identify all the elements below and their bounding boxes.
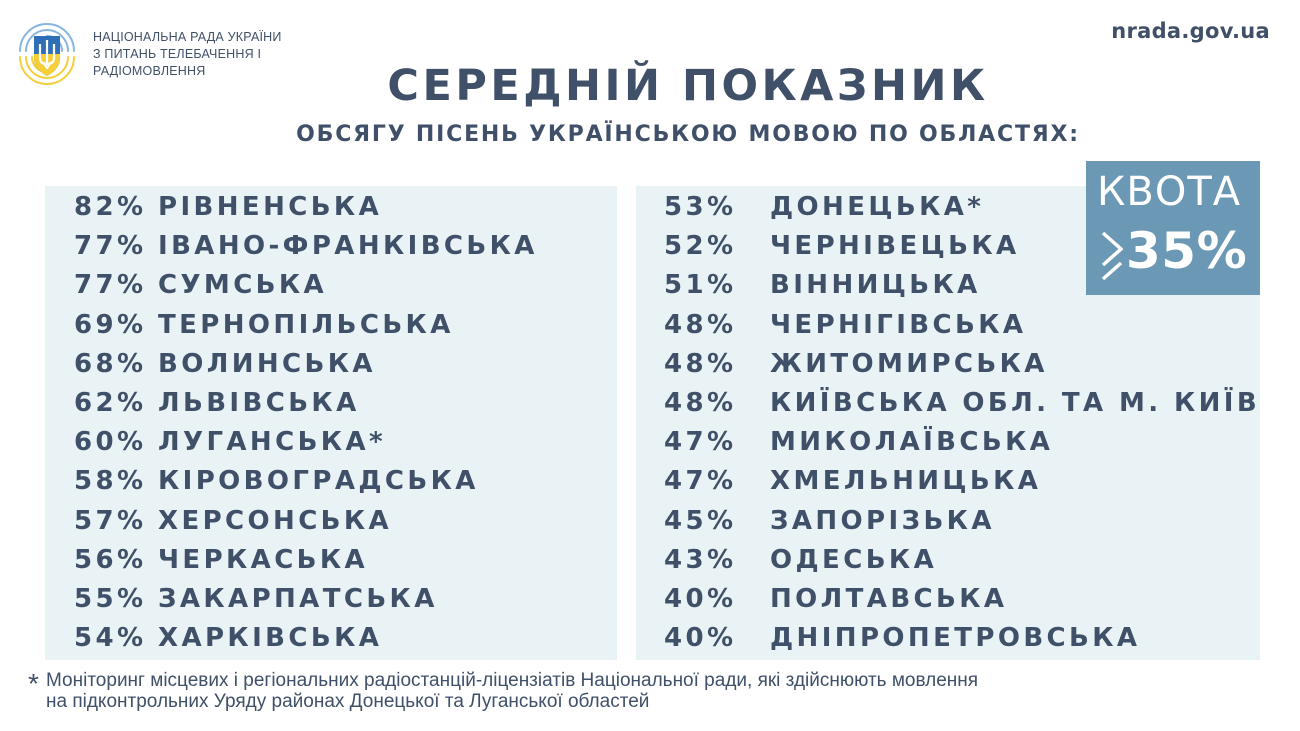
region-percent: 48% — [664, 309, 737, 340]
region-row: 57% ХЕРСОНСЬКА — [74, 502, 538, 541]
region-row: 47% МИКОЛАЇВСЬКА — [664, 423, 1260, 462]
footnote: * Моніторинг місцевих і регіональних рад… — [28, 668, 979, 713]
region-percent: 47% — [664, 427, 737, 458]
region-percent: 68% — [74, 348, 147, 379]
region-row: 52% ЧЕРНІВЕЦЬКА — [664, 227, 1260, 266]
region-name: ЧЕРНІГІВСЬКА — [770, 309, 1027, 340]
region-name: ДОНЕЦЬКА* — [770, 192, 985, 222]
region-row: 51% ВІННИЦЬКА — [664, 266, 1260, 305]
region-percent: 48% — [664, 387, 737, 418]
region-name: КІРОВОГРАДСЬКА — [158, 466, 479, 497]
region-percent: 51% — [664, 270, 737, 301]
region-name: ЗАКАРПАТСЬКА — [158, 583, 438, 614]
region-name: ЗАПОРІЗЬКА — [770, 505, 995, 536]
region-name: РІВНЕНСЬКА — [158, 192, 383, 222]
organization-name-line-3: РАДІОМОВЛЕННЯ — [93, 64, 206, 78]
region-row: 45% ЗАПОРІЗЬКА — [664, 502, 1260, 541]
region-row: 48% ЧЕРНІГІВСЬКА — [664, 306, 1260, 345]
footnote-line-1: Моніторинг місцевих і регіональних радіо… — [46, 670, 979, 691]
region-percent: 53% — [664, 192, 737, 222]
region-percent: 77% — [74, 270, 147, 301]
page-title: СЕРЕДНІЙ ПОКАЗНИК — [387, 61, 989, 111]
region-name: ДНІПРОПЕТРОВСЬКА — [770, 623, 1141, 654]
region-row: 40% ДНІПРОПЕТРОВСЬКА — [664, 619, 1260, 658]
region-percent: 69% — [74, 309, 147, 340]
left-region-list: 82% РІВНЕНСЬКА 77% ІВАНО-ФРАНКІВСЬКА 77% СУ… — [74, 188, 538, 658]
region-row: 77% ІВАНО-ФРАНКІВСЬКА — [74, 227, 538, 266]
region-row: 68% ВОЛИНСЬКА — [74, 345, 538, 384]
region-row: 58% КІРОВОГРАДСЬКА — [74, 462, 538, 501]
region-name: СУМСЬКА — [158, 270, 328, 301]
region-row: 43% ОДЕСЬКА — [664, 541, 1260, 580]
region-name: ЧЕРНІВЕЦЬКА — [770, 231, 1020, 262]
organization-name-line-1: НАЦІОНАЛЬНА РАДА УКРАЇНИ — [93, 30, 282, 44]
region-percent: 56% — [74, 544, 147, 575]
region-row: 40% ПОЛТАВСЬКА — [664, 580, 1260, 619]
quota-badge: КВОТА 35% — [1086, 161, 1260, 295]
region-row: 54% ХАРКІВСЬКА — [74, 619, 538, 658]
region-row: 53% ДОНЕЦЬКА* — [664, 188, 1260, 227]
region-percent: 40% — [664, 623, 737, 654]
region-name: ХАРКІВСЬКА — [158, 623, 383, 654]
right-region-list: 53% ДОНЕЦЬКА* 52% ЧЕРНІВЕЦЬКА 51% ВІННИЦЬКА… — [664, 188, 1260, 658]
region-name: ПОЛТАВСЬКА — [770, 583, 1008, 614]
region-percent: 54% — [74, 623, 147, 654]
region-percent: 47% — [664, 466, 737, 497]
region-name: КИЇВСЬКА ОБЛ. ТА М. КИЇВ — [770, 387, 1261, 418]
region-percent: 43% — [664, 544, 737, 575]
region-name: ЖИТОМИРСЬКА — [770, 348, 1048, 379]
region-percent: 82% — [74, 192, 147, 222]
organization-name-line-2: З ПИТАНЬ ТЕЛЕБАЧЕННЯ І — [93, 47, 262, 61]
region-row: 69% ТЕРНОПІЛЬСЬКА — [74, 306, 538, 345]
quota-label: КВОТА — [1097, 169, 1242, 215]
quota-value: 35% — [1126, 222, 1248, 280]
region-name: ЧЕРКАСЬКА — [158, 544, 369, 575]
page-subtitle: ОБСЯГУ ПІСЕНЬ УКРАЇНСЬКОЮ МОВОЮ ПО ОБЛАС… — [296, 122, 1080, 147]
region-percent: 77% — [74, 231, 147, 262]
region-row: 55% ЗАКАРПАТСЬКА — [74, 580, 538, 619]
region-name: ВОЛИНСЬКА — [158, 348, 376, 379]
region-percent: 60% — [74, 427, 147, 458]
greater-or-equal-icon — [1101, 231, 1123, 281]
region-percent: 45% — [664, 505, 737, 536]
region-percent: 57% — [74, 505, 147, 536]
region-row: 56% ЧЕРКАСЬКА — [74, 541, 538, 580]
region-name: ХЕРСОНСЬКА — [158, 505, 393, 536]
region-row: 48% КИЇВСЬКА ОБЛ. ТА М. КИЇВ — [664, 384, 1260, 423]
region-row: 62% ЛЬВІВСЬКА — [74, 384, 538, 423]
region-row: 60% ЛУГАНСЬКА* — [74, 423, 538, 462]
region-name: ТЕРНОПІЛЬСЬКА — [158, 309, 454, 340]
region-percent: 55% — [74, 583, 147, 614]
region-percent: 48% — [664, 348, 737, 379]
region-percent: 52% — [664, 231, 737, 262]
left-panel-background — [45, 186, 617, 660]
national-council-logo — [19, 23, 75, 85]
website-link[interactable]: nrada.gov.ua — [1111, 19, 1270, 43]
region-percent: 40% — [664, 583, 737, 614]
region-name: ХМЕЛЬНИЦЬКА — [770, 466, 1042, 497]
organization-name: НАЦІОНАЛЬНА РАДА УКРАЇНИ З ПИТАНЬ ТЕЛЕБА… — [93, 29, 282, 80]
region-name: ВІННИЦЬКА — [770, 270, 981, 301]
region-row: 82% РІВНЕНСЬКА — [74, 188, 538, 227]
region-row: 48% ЖИТОМИРСЬКА — [664, 345, 1260, 384]
region-name: ЛУГАНСЬКА* — [158, 427, 386, 458]
region-name: ОДЕСЬКА — [770, 544, 938, 575]
footnote-marker: * — [28, 668, 39, 699]
region-name: ЛЬВІВСЬКА — [158, 387, 360, 418]
region-percent: 62% — [74, 387, 147, 418]
region-row: 47% ХМЕЛЬНИЦЬКА — [664, 462, 1260, 501]
region-percent: 58% — [74, 466, 147, 497]
region-name: МИКОЛАЇВСЬКА — [770, 427, 1054, 458]
region-row: 77% СУМСЬКА — [74, 266, 538, 305]
region-name: ІВАНО-ФРАНКІВСЬКА — [158, 231, 538, 262]
footnote-line-2: на підконтрольних Уряду районах Донецько… — [46, 691, 650, 712]
